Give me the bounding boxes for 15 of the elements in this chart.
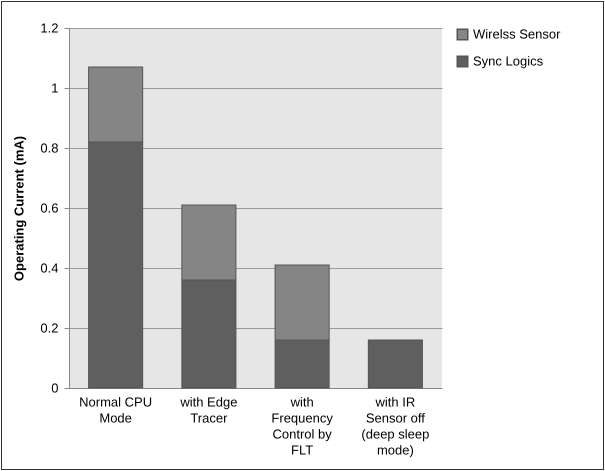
y-tick-label: 0.8 [40, 140, 58, 156]
y-axis-title: Operating Current (mA) [11, 136, 26, 282]
legend-label: Sync Logics [473, 54, 544, 68]
y-tick-label: 0.4 [40, 260, 58, 276]
bar [368, 340, 423, 388]
x-tick-label: with Frequency Control by FLT [271, 394, 334, 458]
y-tick-label: 0.6 [40, 200, 58, 216]
y-tick-label: 0.2 [40, 320, 58, 336]
y-tick-label: 1 [51, 80, 58, 96]
x-tick-label: Normal CPU Mode [79, 394, 152, 426]
y-tick-label: 1.2 [40, 20, 58, 36]
legend-label: Wirelss Sensor [473, 26, 562, 42]
x-tick-label: with Edge Tracer [179, 394, 238, 426]
x-tick-label: with IR Sensor off (deep sleep mode) [361, 394, 430, 458]
y-tick-label: 0 [51, 380, 58, 396]
